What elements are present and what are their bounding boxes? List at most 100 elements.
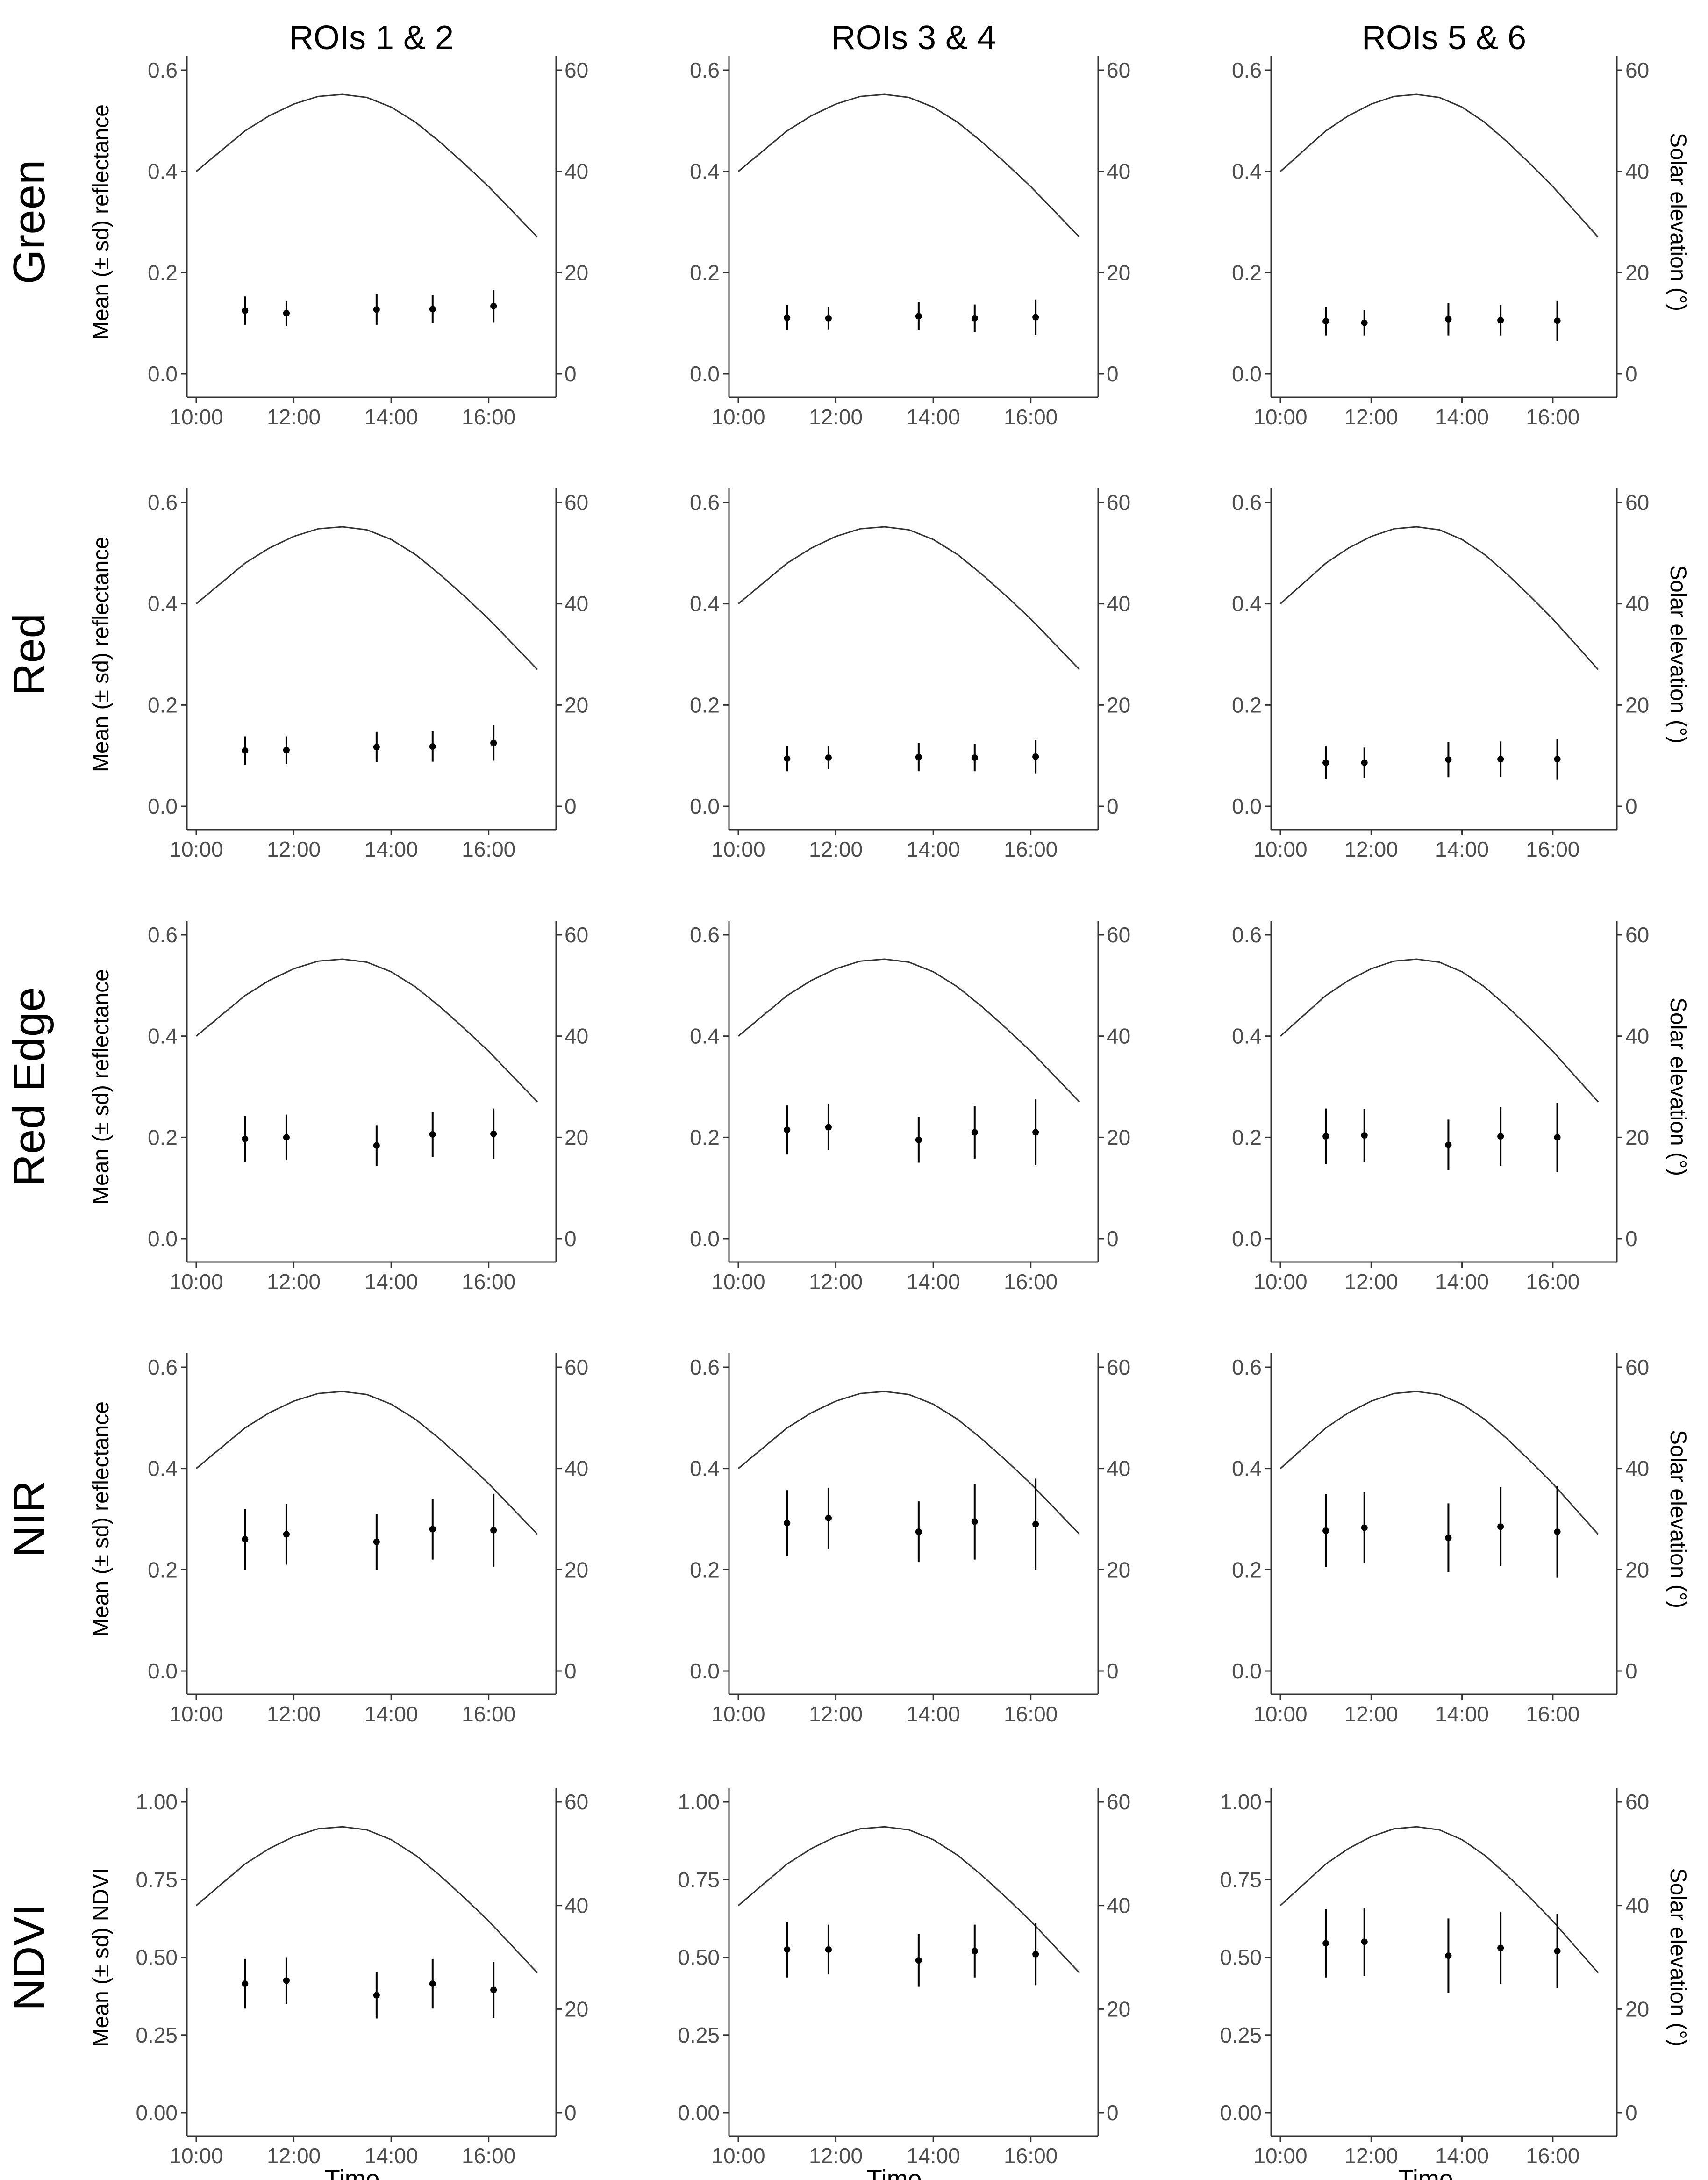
y-tick-label: 1.00 bbox=[1220, 1790, 1262, 1814]
y-tick-label: 0.6 bbox=[1232, 1355, 1262, 1379]
data-point bbox=[784, 1946, 791, 1953]
data-point bbox=[971, 315, 978, 322]
x-tick-label: 12:00 bbox=[809, 1269, 863, 1294]
y2-axis-title-group: Solar elevation (°) bbox=[1665, 997, 1690, 1176]
y-tick-label: 0.2 bbox=[1232, 1557, 1262, 1582]
x-axis-title: Time bbox=[867, 2165, 922, 2180]
y2-tick-label: 40 bbox=[1107, 592, 1130, 616]
y-tick-label: 0.25 bbox=[136, 2023, 178, 2047]
data-point bbox=[373, 306, 380, 313]
solar-elevation-line bbox=[1280, 93, 1599, 238]
panel: 0.0 0.2 0.4 0.6 0 20 40 60 10:00 12:00 14:00 16:00 M… bbox=[89, 488, 588, 861]
y2-tick-label: 20 bbox=[565, 1125, 588, 1149]
data-point bbox=[1032, 1520, 1039, 1527]
y-tick-label: 0.75 bbox=[678, 1867, 720, 1892]
y-tick-label: 0.0 bbox=[1232, 1226, 1262, 1251]
x-tick-label: 10:00 bbox=[169, 1702, 223, 1726]
row-title: Red Edge bbox=[4, 987, 54, 1187]
y-tick-label: 0.0 bbox=[148, 362, 178, 386]
x-tick-label: 14:00 bbox=[1435, 1702, 1489, 1726]
data-point bbox=[1554, 1948, 1561, 1955]
data-point bbox=[1445, 1535, 1452, 1542]
y-tick-label: 0.4 bbox=[1232, 1456, 1262, 1481]
solar-elevation-line bbox=[196, 526, 538, 670]
data-point bbox=[915, 753, 922, 760]
x-tick-label: 12:00 bbox=[809, 2144, 863, 2168]
x-tick-label: 16:00 bbox=[462, 837, 515, 861]
y-tick-label: 0.6 bbox=[1232, 58, 1262, 82]
x-tick-label: 12:00 bbox=[1344, 837, 1398, 861]
y2-tick-label: 20 bbox=[1107, 1997, 1130, 2021]
y-tick-label: 0.0 bbox=[148, 1659, 178, 1683]
x-tick-label: 16:00 bbox=[1526, 405, 1579, 429]
row-title-group: Red Edge bbox=[4, 987, 54, 1187]
y2-axis-title: Solar elevation (°) bbox=[1665, 1430, 1690, 1608]
panel: 0.0 0.2 0.4 0.6 0 20 40 60 10:00 12:00 14:00 16:00 S… bbox=[1232, 56, 1690, 429]
y-tick-label: 0.6 bbox=[148, 490, 178, 515]
data-point bbox=[373, 744, 380, 751]
x-tick-label: 12:00 bbox=[1344, 2144, 1398, 2168]
data-point bbox=[429, 1526, 436, 1533]
y-axis-title-group: Mean (± sd) reflectance bbox=[89, 1401, 114, 1637]
solar-elevation-line bbox=[196, 93, 538, 238]
data-point bbox=[1497, 1944, 1504, 1951]
data-point bbox=[825, 1946, 832, 1953]
data-point bbox=[915, 1136, 922, 1143]
x-tick-label: 14:00 bbox=[1435, 1269, 1489, 1294]
y2-tick-label: 0 bbox=[565, 2101, 577, 2125]
y2-tick-label: 20 bbox=[565, 260, 588, 285]
y2-tick-label: 20 bbox=[1107, 1125, 1130, 1149]
y2-axis-title-group: Solar elevation (°) bbox=[1665, 133, 1690, 311]
data-point bbox=[490, 1986, 497, 1994]
y-axis-title: Mean (± sd) reflectance bbox=[89, 1401, 114, 1637]
data-point bbox=[971, 754, 978, 761]
y2-tick-label: 0 bbox=[565, 1659, 577, 1683]
y-tick-label: 0.75 bbox=[136, 1867, 178, 1892]
row-title-group: Green bbox=[4, 160, 54, 285]
column-title: ROIs 3 & 4 bbox=[831, 19, 996, 57]
x-tick-label: 10:00 bbox=[711, 2144, 765, 2168]
data-point bbox=[429, 1131, 436, 1138]
x-tick-label: 16:00 bbox=[1004, 1269, 1058, 1294]
y2-axis-title-group: Solar elevation (°) bbox=[1665, 565, 1690, 744]
y-tick-label: 0.2 bbox=[1232, 693, 1262, 717]
solar-elevation-line bbox=[738, 1826, 1080, 1973]
y-tick-label: 1.00 bbox=[136, 1790, 178, 1814]
data-point bbox=[915, 1528, 922, 1535]
data-point bbox=[825, 1514, 832, 1521]
y2-tick-label: 60 bbox=[1107, 923, 1130, 947]
panel: 0.0 0.2 0.4 0.6 0 20 40 60 10:00 12:00 14:00 16:00 bbox=[690, 1353, 1130, 1726]
y2-tick-label: 40 bbox=[1107, 1893, 1130, 1918]
solar-elevation-line bbox=[1279, 1826, 1599, 1973]
x-tick-label: 14:00 bbox=[907, 837, 960, 861]
x-tick-label: 16:00 bbox=[1526, 2144, 1579, 2168]
x-tick-label: 16:00 bbox=[1004, 405, 1058, 429]
y2-tick-label: 40 bbox=[1107, 159, 1130, 184]
y2-tick-label: 40 bbox=[1625, 159, 1649, 184]
y2-tick-label: 20 bbox=[1625, 1557, 1649, 1582]
y2-tick-label: 40 bbox=[565, 1456, 588, 1481]
data-point bbox=[373, 1992, 380, 1999]
y2-tick-label: 40 bbox=[1625, 1893, 1649, 1918]
y-tick-label: 0.4 bbox=[690, 159, 720, 184]
data-point bbox=[283, 746, 290, 753]
data-point bbox=[1445, 1141, 1452, 1148]
y-axis-title: Mean (± sd) reflectance bbox=[89, 969, 114, 1205]
data-point bbox=[1554, 756, 1561, 763]
y2-tick-label: 0 bbox=[1107, 362, 1119, 386]
x-tick-label: 14:00 bbox=[907, 405, 960, 429]
panel: 0.0 0.2 0.4 0.6 0 20 40 60 10:00 12:00 14:00 16:00 S… bbox=[1232, 1353, 1690, 1726]
x-tick-label: 16:00 bbox=[462, 1702, 515, 1726]
x-tick-label: 10:00 bbox=[711, 1702, 765, 1726]
x-tick-label: 12:00 bbox=[267, 1269, 321, 1294]
y-tick-label: 0.50 bbox=[678, 1945, 720, 1970]
x-tick-label: 16:00 bbox=[462, 1269, 515, 1294]
y2-tick-label: 40 bbox=[565, 159, 588, 184]
x-tick-label: 12:00 bbox=[809, 1702, 863, 1726]
y2-tick-label: 20 bbox=[565, 1997, 588, 2021]
x-tick-label: 16:00 bbox=[1004, 1702, 1058, 1726]
x-axis-title: Time bbox=[325, 2165, 380, 2180]
y2-tick-label: 40 bbox=[1625, 592, 1649, 616]
data-point bbox=[784, 314, 791, 321]
data-point bbox=[242, 1980, 249, 1987]
